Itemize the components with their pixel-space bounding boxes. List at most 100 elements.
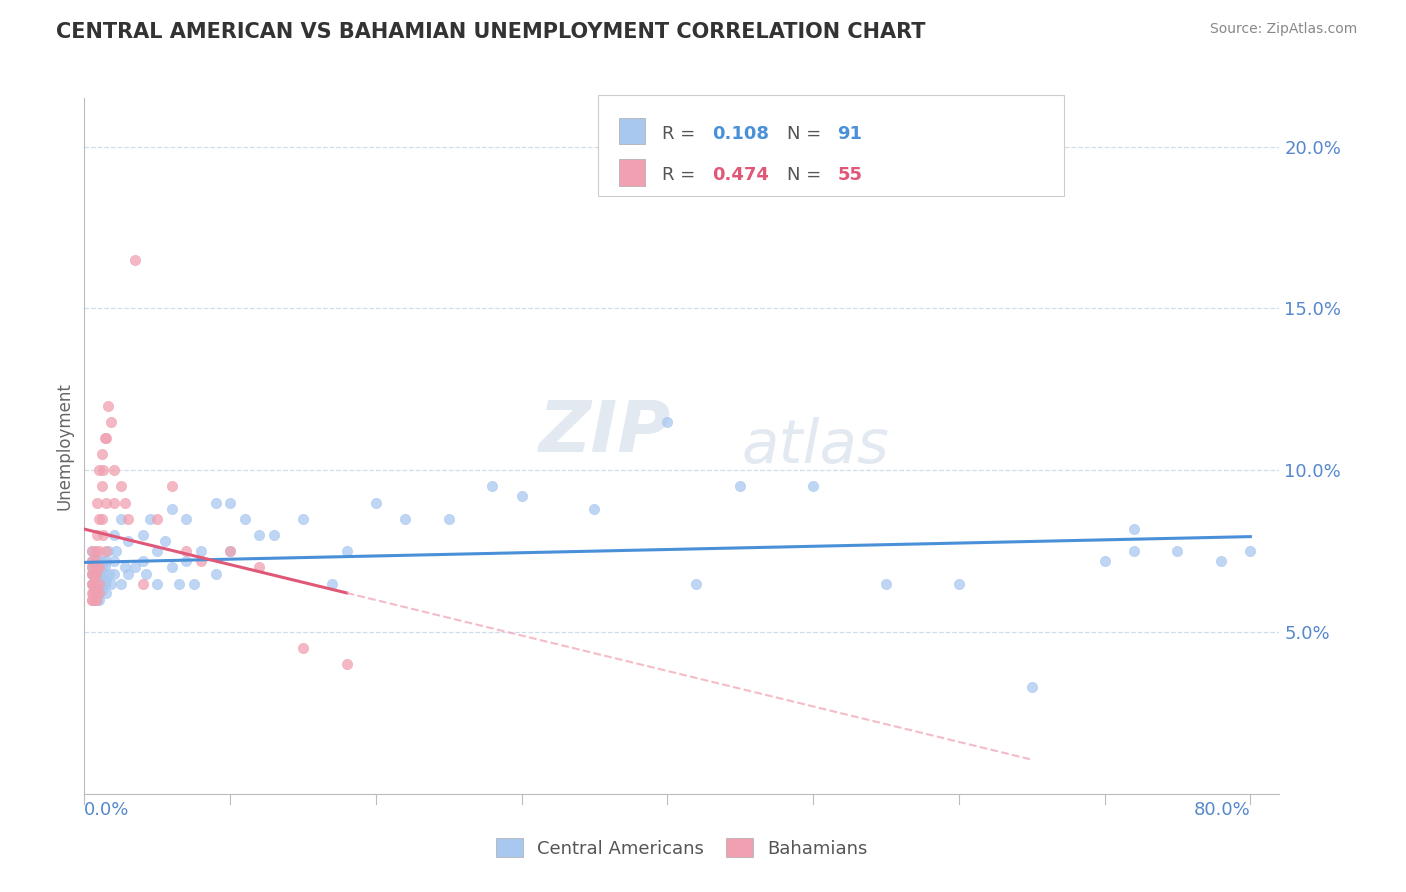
- Point: [83, 554, 105, 568]
- Point: [82, 576, 104, 591]
- Point: [87, 580, 110, 594]
- Point: [87, 512, 110, 526]
- Point: [82, 566, 104, 581]
- Point: [110, 576, 132, 591]
- Point: [90, 447, 112, 461]
- Point: [87, 560, 110, 574]
- Point: [80, 566, 103, 581]
- Point: [131, 528, 153, 542]
- Point: [114, 560, 136, 574]
- Point: [91, 528, 114, 542]
- Point: [83, 586, 105, 600]
- Point: [728, 479, 751, 493]
- Point: [80, 592, 103, 607]
- Point: [87, 592, 110, 607]
- Point: [437, 512, 460, 526]
- Point: [90, 582, 112, 597]
- Point: [87, 586, 110, 600]
- Legend: Central Americans, Bahamians: Central Americans, Bahamians: [489, 831, 875, 865]
- Point: [100, 415, 122, 429]
- Point: [291, 512, 314, 526]
- Point: [131, 576, 153, 591]
- Point: [131, 554, 153, 568]
- Point: [86, 566, 108, 581]
- Point: [83, 574, 105, 588]
- Point: [87, 586, 110, 600]
- Point: [97, 399, 120, 413]
- Point: [394, 512, 416, 526]
- Point: [103, 566, 125, 581]
- Point: [219, 544, 242, 558]
- Point: [86, 560, 108, 574]
- Point: [96, 554, 118, 568]
- Text: 80.0%: 80.0%: [1194, 801, 1250, 819]
- Text: 0.0%: 0.0%: [84, 801, 129, 819]
- Text: atlas: atlas: [742, 417, 890, 475]
- Text: Source: ZipAtlas.com: Source: ZipAtlas.com: [1209, 22, 1357, 37]
- Point: [160, 560, 183, 574]
- Point: [80, 566, 103, 581]
- Point: [110, 479, 132, 493]
- Point: [83, 566, 105, 581]
- Point: [336, 544, 359, 558]
- Point: [103, 554, 125, 568]
- Point: [321, 576, 343, 591]
- Y-axis label: Unemployment: Unemployment: [55, 382, 73, 510]
- Point: [87, 574, 110, 588]
- Text: ZIP: ZIP: [538, 398, 671, 467]
- Point: [124, 560, 146, 574]
- Bar: [619, 160, 645, 186]
- Point: [90, 479, 112, 493]
- Point: [91, 554, 114, 568]
- Point: [160, 479, 183, 493]
- Text: N =: N =: [787, 166, 827, 184]
- Point: [84, 592, 107, 607]
- Point: [82, 586, 104, 600]
- Point: [139, 512, 162, 526]
- Point: [80, 576, 103, 591]
- Point: [146, 576, 169, 591]
- Point: [90, 560, 112, 574]
- Point: [84, 566, 107, 581]
- Point: [83, 548, 105, 562]
- Point: [105, 544, 128, 558]
- Point: [801, 479, 824, 493]
- Text: N =: N =: [787, 125, 827, 143]
- Point: [96, 574, 118, 588]
- Point: [84, 544, 107, 558]
- Point: [176, 544, 198, 558]
- Point: [117, 566, 139, 581]
- Point: [247, 528, 270, 542]
- Point: [160, 502, 183, 516]
- Point: [1122, 544, 1144, 558]
- Point: [190, 544, 212, 558]
- Point: [1094, 554, 1116, 568]
- Point: [86, 574, 108, 588]
- Point: [86, 554, 108, 568]
- Point: [117, 534, 139, 549]
- Point: [233, 512, 256, 526]
- Point: [87, 544, 110, 558]
- Point: [83, 560, 105, 574]
- Point: [100, 576, 122, 591]
- Point: [98, 566, 121, 581]
- Point: [96, 544, 118, 558]
- Point: [80, 544, 103, 558]
- Point: [80, 554, 103, 568]
- Point: [80, 586, 103, 600]
- Point: [84, 582, 107, 597]
- Point: [219, 544, 242, 558]
- Text: 91: 91: [838, 125, 862, 143]
- Point: [84, 576, 107, 591]
- Point: [87, 554, 110, 568]
- Point: [263, 528, 285, 542]
- Point: [183, 576, 205, 591]
- Point: [80, 576, 103, 591]
- Point: [153, 534, 176, 549]
- Text: 0.108: 0.108: [711, 125, 769, 143]
- Point: [481, 479, 503, 493]
- Point: [135, 566, 157, 581]
- Point: [204, 495, 226, 509]
- Point: [219, 495, 242, 509]
- Point: [114, 495, 136, 509]
